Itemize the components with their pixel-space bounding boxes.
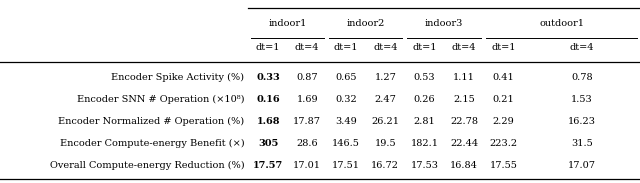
Text: dt=4: dt=4 (452, 43, 476, 52)
Text: 2.15: 2.15 (453, 95, 475, 104)
Text: 17.87: 17.87 (293, 117, 321, 126)
Text: 17.01: 17.01 (293, 161, 321, 170)
Text: 17.07: 17.07 (568, 161, 596, 170)
Text: dt=1: dt=1 (412, 43, 436, 52)
Text: 17.53: 17.53 (410, 161, 438, 170)
Text: 1.53: 1.53 (571, 95, 593, 104)
Text: 26.21: 26.21 (371, 117, 399, 126)
Text: 0.87: 0.87 (296, 73, 318, 82)
Text: 22.78: 22.78 (450, 117, 478, 126)
Text: Encoder Spike Activity (%): Encoder Spike Activity (%) (111, 73, 244, 82)
Text: 17.55: 17.55 (490, 161, 518, 170)
Text: Encoder SNN # Operation (×10⁸): Encoder SNN # Operation (×10⁸) (77, 95, 244, 104)
Text: 17.51: 17.51 (332, 161, 360, 170)
Text: 0.16: 0.16 (257, 95, 280, 104)
Text: 0.78: 0.78 (571, 73, 593, 82)
Text: dt=1: dt=1 (256, 43, 280, 52)
Text: 0.32: 0.32 (335, 95, 357, 104)
Text: 1.27: 1.27 (374, 73, 396, 82)
Text: 1.11: 1.11 (453, 73, 475, 82)
Text: 0.21: 0.21 (493, 95, 515, 104)
Text: Encoder Normalized # Operation (%): Encoder Normalized # Operation (%) (58, 117, 244, 126)
Text: 305: 305 (258, 139, 278, 148)
Text: 223.2: 223.2 (490, 139, 518, 148)
Text: outdoor1: outdoor1 (540, 19, 584, 28)
Text: 1.69: 1.69 (296, 95, 318, 104)
Text: 0.65: 0.65 (335, 73, 357, 82)
Text: 3.49: 3.49 (335, 117, 357, 126)
Text: 16.72: 16.72 (371, 161, 399, 170)
Text: 2.47: 2.47 (374, 95, 396, 104)
Text: 17.57: 17.57 (253, 161, 284, 170)
Text: 2.29: 2.29 (493, 117, 515, 126)
Text: 19.5: 19.5 (374, 139, 396, 148)
Text: 1.68: 1.68 (257, 117, 280, 126)
Text: dt=4: dt=4 (373, 43, 397, 52)
Text: dt=4: dt=4 (295, 43, 319, 52)
Text: 0.41: 0.41 (493, 73, 515, 82)
Text: dt=4: dt=4 (570, 43, 594, 52)
Text: 16.84: 16.84 (450, 161, 478, 170)
Text: dt=1: dt=1 (492, 43, 516, 52)
Text: 146.5: 146.5 (332, 139, 360, 148)
Text: 0.33: 0.33 (256, 73, 280, 82)
Text: 31.5: 31.5 (571, 139, 593, 148)
Text: 28.6: 28.6 (296, 139, 318, 148)
Text: 22.44: 22.44 (450, 139, 478, 148)
Text: indoor2: indoor2 (346, 19, 385, 28)
Text: 182.1: 182.1 (410, 139, 438, 148)
Text: dt=1: dt=1 (334, 43, 358, 52)
Text: Overall Compute-energy Reduction (%): Overall Compute-energy Reduction (%) (50, 161, 244, 170)
Text: 0.53: 0.53 (413, 73, 435, 82)
Text: 16.23: 16.23 (568, 117, 596, 126)
Text: 0.26: 0.26 (413, 95, 435, 104)
Text: indoor1: indoor1 (268, 19, 307, 28)
Text: indoor3: indoor3 (425, 19, 463, 28)
Text: 2.81: 2.81 (413, 117, 435, 126)
Text: Encoder Compute-energy Benefit (×): Encoder Compute-energy Benefit (×) (60, 139, 244, 148)
